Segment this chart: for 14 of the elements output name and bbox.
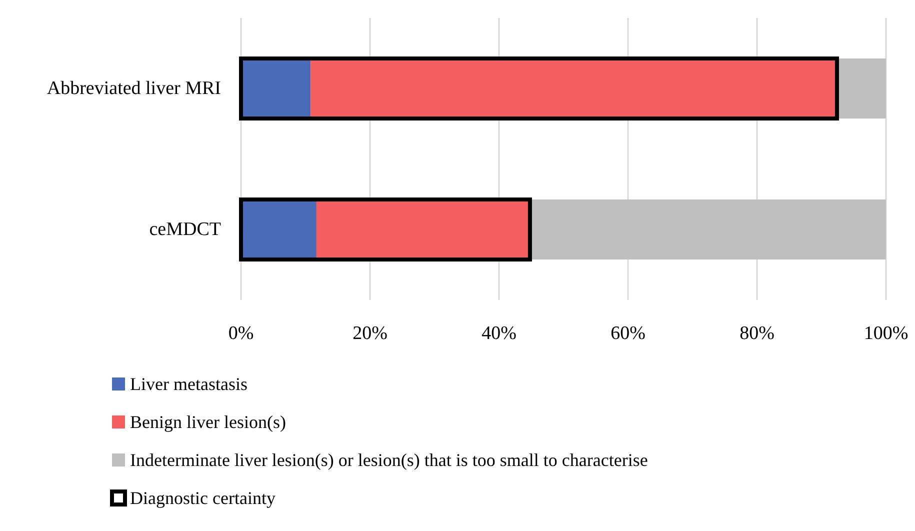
y-tick-label: ceMDCT	[149, 219, 222, 240]
x-tick-label: 80%	[740, 323, 775, 344]
y-tick-label: Abbreviated liver MRI	[46, 78, 221, 99]
x-tick-label: 40%	[482, 323, 517, 344]
legend-label: Indeterminate liver lesion(s) or lesion(s) that is too small to characterise	[130, 450, 648, 470]
x-tick-label: 0%	[228, 323, 254, 344]
x-tick-label: 60%	[610, 323, 646, 344]
x-tick-label: 100%	[864, 323, 908, 344]
legend-label: Benign liver lesion(s)	[130, 412, 286, 432]
bar	[241, 200, 316, 260]
legend-label: Liver metastasis	[130, 374, 248, 394]
bar	[241, 58, 311, 118]
x-tick-label: 20%	[352, 323, 388, 344]
legend-label: Diagnostic certainty	[130, 488, 276, 508]
